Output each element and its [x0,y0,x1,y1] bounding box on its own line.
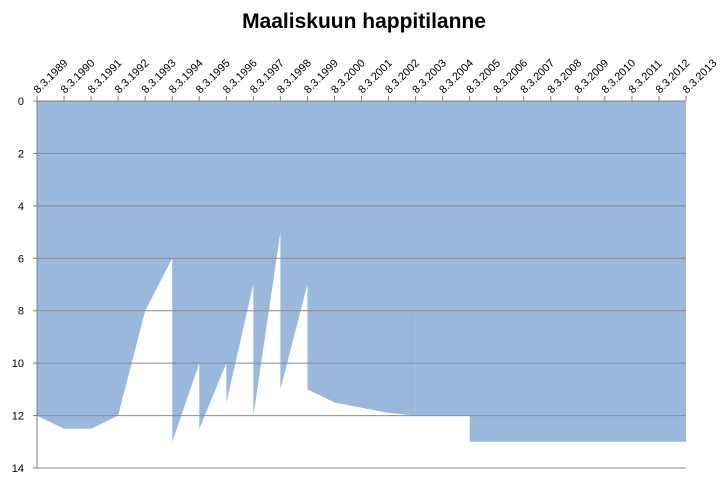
area-series-0 [37,101,686,442]
chart-title: Maaliskuun happitilanne [242,10,486,33]
y-tick-label: 14 [12,463,24,475]
y-tick-label: 6 [18,253,24,265]
y-tick-label: 0 [18,96,24,108]
y-tick-label: 2 [18,148,24,160]
y-tick-label: 12 [12,411,24,423]
y-tick-label: 10 [12,358,24,370]
y-tick-label: 8 [18,306,24,318]
y-tick-label: 4 [18,201,24,213]
